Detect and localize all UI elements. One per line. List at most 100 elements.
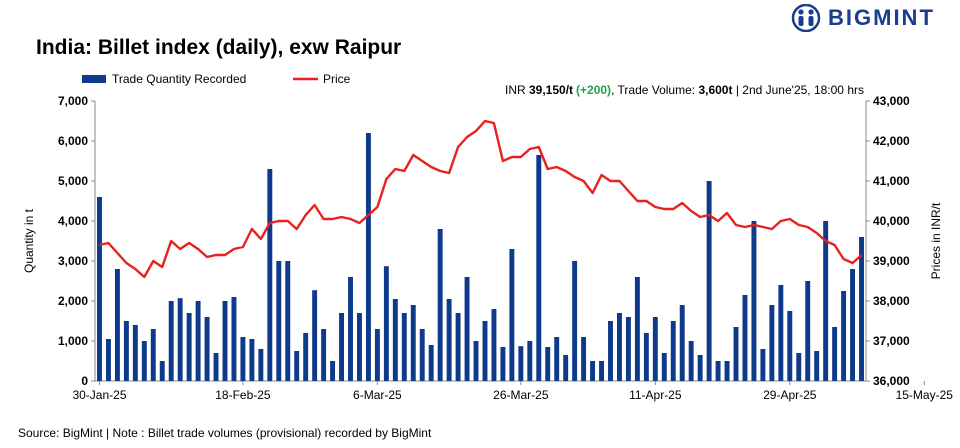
bar: [518, 346, 524, 381]
y2-tick-label: 42,000: [873, 134, 910, 148]
bar: [599, 361, 604, 381]
annotation-change: (+200): [576, 83, 611, 97]
x-tick-label: 26-Mar-25: [493, 388, 549, 402]
y-tick-label: 3,000: [58, 254, 88, 268]
bar: [679, 305, 685, 381]
bar: [581, 337, 587, 381]
bar: [769, 305, 775, 381]
bar: [321, 329, 327, 381]
bar: [357, 313, 362, 381]
y-tick-label: 1,000: [58, 334, 88, 348]
bar: [177, 298, 183, 381]
price-annotation: INR 39,150/t (+200), Trade Volume: 3,600t…: [505, 83, 864, 97]
bar: [572, 261, 578, 381]
bar: [222, 301, 228, 381]
y2-tick-label: 41,000: [873, 174, 910, 188]
bar: [625, 317, 631, 381]
bar: [383, 266, 389, 381]
y2-tick-label: 43,000: [873, 94, 910, 108]
bar: [392, 299, 398, 381]
y-tick-label: 7,000: [58, 94, 88, 108]
brand-name: BIGMINT: [828, 5, 935, 30]
bar: [832, 327, 838, 381]
bar: [509, 249, 515, 381]
y2-tick-label: 37,000: [873, 334, 910, 348]
bar: [742, 295, 748, 381]
bar: [276, 261, 282, 381]
bar: [697, 355, 703, 381]
bar: [374, 329, 380, 381]
bar: [608, 321, 613, 381]
bar: [249, 339, 255, 381]
brand-logo-icon: [791, 4, 821, 32]
bar: [787, 311, 793, 381]
bar: [419, 329, 425, 381]
legend-bar-label: Trade Quantity Recorded: [112, 72, 246, 86]
bar: [168, 301, 174, 381]
legend-line-label: Price: [323, 72, 351, 86]
bar: [132, 325, 138, 381]
bar: [141, 341, 147, 381]
bar: [491, 309, 497, 381]
x-tick-label: 6-Mar-25: [353, 388, 402, 402]
bar: [616, 313, 622, 381]
y-tick-label: 6,000: [58, 134, 88, 148]
bar: [545, 347, 551, 381]
bar: [348, 277, 353, 381]
bar: [401, 313, 407, 381]
bar: [634, 277, 640, 381]
bar: [778, 285, 784, 381]
bar: [706, 181, 712, 381]
bar: [751, 221, 757, 381]
bar: [554, 337, 560, 381]
bar: [482, 321, 488, 381]
plot-area: 0 1,000 2,000 3,000 4,000 5,000 6,000 7,000 36,0…: [58, 94, 954, 402]
bar: [213, 353, 219, 381]
bar: [724, 361, 730, 381]
bar: [823, 221, 829, 381]
bar: [688, 341, 694, 381]
bar: [500, 347, 506, 381]
bar: [796, 353, 802, 381]
y2-tick-label: 36,000: [873, 374, 910, 388]
price-line: [99, 119, 863, 279]
y-tick-label: 4,000: [58, 214, 88, 228]
bar: [150, 329, 156, 381]
y-tick-label: 5,000: [58, 174, 88, 188]
bar: [715, 361, 721, 381]
bar: [365, 133, 371, 381]
y2-axis-title: Prices in INR/t: [929, 202, 943, 279]
bar: [473, 341, 479, 381]
bar: [330, 361, 336, 381]
chart: Trade Quantity Recorded Price INR 39,150…: [22, 72, 954, 402]
bar: [590, 361, 596, 381]
annotation-suffix: | 2nd June'25, 18:00 hrs: [732, 83, 864, 97]
y2-tick-label: 40,000: [873, 214, 910, 228]
bar: [231, 297, 237, 381]
bar: [294, 351, 300, 381]
x-tick-label: 15-May-25: [896, 388, 954, 402]
brand-logo: BIGMINT: [790, 4, 958, 32]
bar: [312, 290, 318, 381]
y-tick-label: 0: [81, 374, 88, 388]
chart-title: India: Billet index (daily), exw Raipur: [36, 36, 402, 59]
bar: [455, 313, 461, 381]
bar: [240, 337, 246, 381]
bar: [814, 351, 820, 381]
bar: [670, 321, 676, 381]
annotation-prefix: INR: [505, 83, 529, 97]
annotation-volume: 3,600t: [698, 83, 732, 97]
annotation-mid: , Trade Volume:: [611, 83, 698, 97]
x-tick-label: 30-Jan-25: [72, 388, 126, 402]
x-tick-label: 11-Apr-25: [629, 388, 682, 402]
y-tick-label: 2,000: [58, 294, 88, 308]
bar: [195, 301, 201, 381]
bar: [536, 155, 542, 381]
annotation-price: 39,150/t: [529, 83, 573, 97]
bar: [339, 313, 345, 381]
bar: [446, 299, 452, 381]
source-note: Source: BigMint | Note : Billet trade vo…: [18, 426, 432, 440]
bar: [105, 339, 111, 381]
bar: [527, 341, 533, 381]
y2-tick-label: 39,000: [873, 254, 910, 268]
